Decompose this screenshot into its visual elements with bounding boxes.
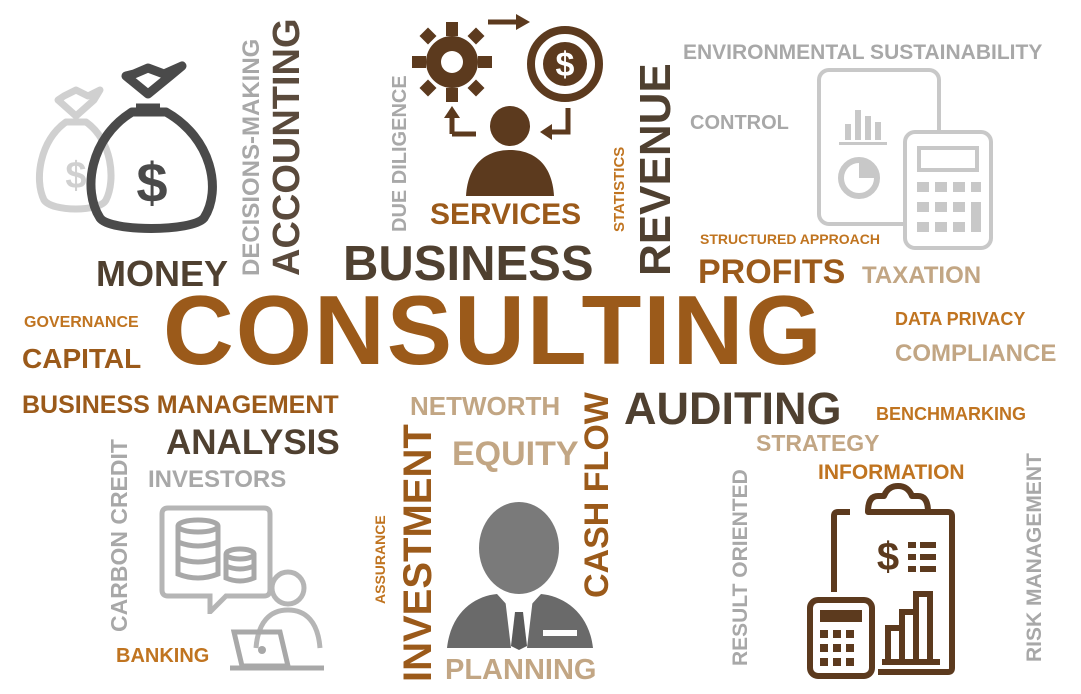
word-consulting: CONSULTING	[163, 275, 824, 385]
svg-text:$: $	[65, 155, 86, 197]
word-statistics: STATISTICS	[611, 146, 628, 232]
money-bags-icon: $ $	[35, 61, 217, 233]
word-business-management: BUSINESS MANAGEMENT	[22, 391, 339, 419]
word-auditing: AUDITING	[624, 383, 842, 434]
word-control: CONTROL	[690, 112, 789, 134]
word-equity: EQUITY	[452, 435, 579, 473]
word-investment: INVESTMENT	[396, 424, 440, 682]
word-capital: CAPITAL	[22, 343, 142, 374]
word-investors: INVESTORS	[148, 466, 287, 493]
word-money: MONEY	[96, 253, 229, 294]
word-data-privacy: DATA PRIVACY	[895, 309, 1026, 329]
word-strategy: STRATEGY	[756, 430, 880, 456]
word-taxation: TAXATION	[862, 262, 982, 289]
word-governance: GOVERNANCE	[24, 314, 139, 331]
word-profits: PROFITS	[698, 253, 846, 291]
clipboard-finance-icon: $	[807, 483, 955, 679]
word-compliance: COMPLIANCE	[895, 340, 1057, 367]
word-decisions-making: DECISIONS-MAKING	[238, 38, 265, 276]
word-services: SERVICES	[430, 198, 582, 231]
word-business: BUSINESS	[343, 237, 594, 291]
word-cash-flow: CASH FLOW	[578, 392, 616, 598]
word-information: INFORMATION	[818, 461, 965, 484]
word-due-diligence: DUE DILIGENCE	[389, 75, 411, 232]
word-benchmarking: BENCHMARKING	[876, 404, 1026, 424]
word-revenue: REVENUE	[631, 63, 680, 276]
gear-dollar-cycle-icon: $	[412, 14, 603, 196]
word-banking: BANKING	[116, 645, 210, 667]
word-analysis: ANALYSIS	[166, 423, 340, 462]
svg-text:$: $	[877, 535, 899, 579]
phone-calculator-icon	[817, 68, 993, 250]
word-risk-management: RISK MANAGEMENT	[1023, 453, 1046, 662]
word-planning: PLANNING	[445, 654, 597, 686]
word-assurance: ASSURANCE	[372, 515, 388, 604]
svg-text:$: $	[556, 46, 575, 84]
person-laptop-icon	[230, 569, 324, 671]
businessman-icon	[447, 502, 593, 650]
word-environmental-sustainability: ENVIRONMENTAL SUSTAINABILITY	[683, 41, 1043, 64]
word-carbon-credit: CARBON CREDIT	[106, 439, 132, 632]
word-result-oriented: RESULT ORIENTED	[729, 469, 752, 666]
word-accounting: ACCOUNTING	[266, 18, 308, 276]
word-networth: NETWORTH	[410, 391, 561, 421]
word-structured-approach: STRUCTURED APPROACH	[700, 231, 880, 247]
svg-text:$: $	[136, 151, 167, 214]
